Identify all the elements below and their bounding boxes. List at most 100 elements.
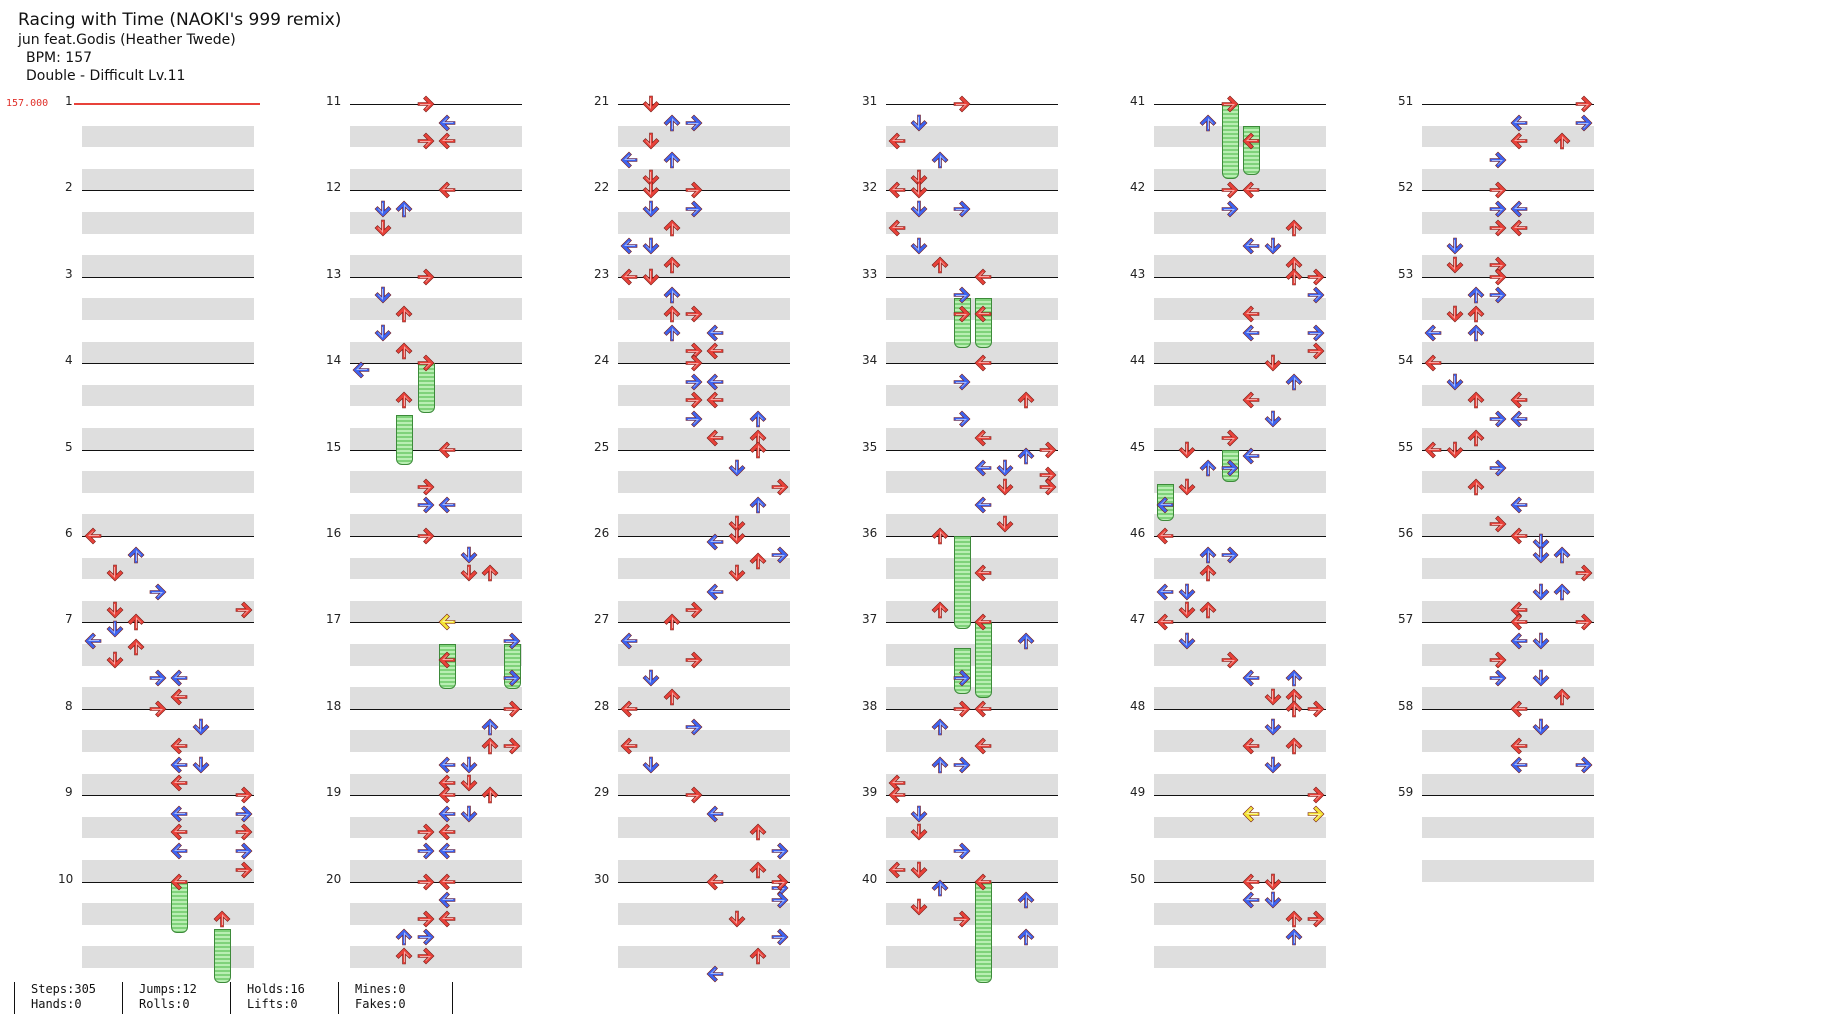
- measure-number: 13: [326, 266, 342, 281]
- measure-line: [886, 363, 1058, 365]
- step-arrow-u: [749, 496, 767, 514]
- measure-line: [1422, 708, 1594, 710]
- step-arrow-r: [771, 842, 788, 860]
- measure-line: [350, 449, 522, 451]
- beat-band: [886, 946, 1058, 968]
- step-arrow-l: [974, 700, 992, 718]
- step-arrow-u: [1285, 700, 1303, 718]
- stat-lifts: Lifts:0: [247, 997, 298, 1011]
- step-arrow-r: [953, 910, 970, 928]
- beat-band: [1422, 514, 1594, 536]
- measure-line: [618, 795, 790, 797]
- beat-band: [618, 903, 790, 925]
- beat-band: [618, 514, 790, 536]
- measure-number: 6: [65, 526, 73, 540]
- step-arrow-d: [1532, 583, 1549, 601]
- step-arrow-u: [481, 786, 499, 804]
- measure-number: 58: [1398, 698, 1414, 713]
- step-arrow-l: [1242, 891, 1260, 909]
- measure-line: [350, 276, 522, 278]
- step-arrow-r: [235, 786, 252, 804]
- song-bpm: BPM: 157: [26, 50, 93, 66]
- beat-band: [618, 816, 790, 839]
- beat-band: [1422, 298, 1594, 320]
- step-arrow-l: [438, 823, 456, 841]
- step-arrow-l: [1510, 496, 1528, 514]
- step-arrow-u: [749, 823, 767, 841]
- step-arrow-r: [1489, 669, 1506, 687]
- step-arrow-r: [953, 700, 970, 718]
- step-arrow-u: [395, 200, 413, 218]
- step-arrow-l: [1510, 737, 1528, 755]
- measure-line: [350, 190, 522, 192]
- measure-line: [886, 708, 1058, 710]
- beat-band: [618, 298, 790, 320]
- measure-number: 50: [1130, 871, 1146, 886]
- step-arrow-u: [663, 305, 681, 323]
- step-arrow-u: [395, 391, 413, 409]
- song-header: Racing with Time (NAOKI's 999 remix) jun…: [0, 0, 600, 90]
- song-artist: jun feat.Godis (Heather Twede): [18, 32, 236, 48]
- beat-band: [1422, 773, 1594, 796]
- beat-band: [82, 773, 254, 796]
- step-arrow-r: [1489, 151, 1506, 169]
- step-arrow-d: [374, 219, 391, 236]
- measure-line: [618, 536, 790, 537]
- step-arrow-u: [1285, 910, 1303, 928]
- measure-line: [886, 190, 1058, 192]
- step-arrow-l: [1156, 527, 1174, 545]
- measure-number: 43: [1130, 266, 1146, 281]
- step-arrow-d: [1446, 441, 1463, 459]
- step-arrow-d: [642, 132, 659, 150]
- beat-band: [886, 471, 1058, 493]
- beat-band: [350, 860, 522, 882]
- measure-number: 48: [1130, 698, 1146, 713]
- step-arrow-r: [1307, 805, 1324, 823]
- beat-band: [82, 903, 254, 925]
- step-arrow-l: [1242, 305, 1260, 323]
- step-arrow-r: [685, 114, 702, 131]
- measure-line: [1422, 449, 1594, 451]
- song-difficulty: Double - Difficult Lv.11: [26, 68, 186, 84]
- measure-number: 8: [65, 698, 73, 713]
- step-arrow-l: [888, 132, 906, 150]
- beat-band: [618, 687, 790, 709]
- beat-band: [350, 644, 522, 666]
- measure-number: 19: [326, 785, 342, 800]
- beat-band: [618, 384, 790, 407]
- step-arrow-r: [417, 928, 434, 946]
- measure-number: 3: [65, 266, 73, 281]
- step-arrow-r: [1307, 700, 1324, 718]
- step-arrow-d: [106, 564, 123, 582]
- step-arrow-d: [1532, 719, 1549, 736]
- beat-band: [886, 687, 1058, 709]
- step-arrow-r: [1489, 286, 1506, 304]
- step-arrow-u: [1017, 391, 1035, 409]
- measure-number: 31: [862, 94, 878, 108]
- step-arrow-r: [1307, 286, 1324, 304]
- measure-number: 34: [862, 353, 878, 368]
- measure-line: [1154, 708, 1326, 710]
- beat-band: [618, 946, 790, 968]
- step-arrow-r: [417, 842, 434, 860]
- beat-band: [82, 298, 254, 320]
- measure-line: [618, 708, 790, 710]
- step-arrow-u: [1199, 114, 1217, 131]
- measure-number: 49: [1130, 785, 1146, 800]
- measure-line: [886, 881, 1058, 883]
- step-arrow-d: [1264, 756, 1281, 773]
- measure-number: 16: [326, 526, 342, 540]
- step-arrow-u: [931, 256, 949, 274]
- step-arrow-r: [1575, 95, 1592, 113]
- stat-hands: Hands:0: [31, 997, 82, 1011]
- measure-line: [82, 536, 254, 537]
- step-arrow-d: [1532, 632, 1549, 650]
- step-arrow-r: [235, 842, 252, 860]
- measure-line: [1154, 622, 1326, 624]
- step-arrow-r: [417, 354, 434, 372]
- beat-band: [618, 557, 790, 580]
- step-arrow-u: [749, 861, 767, 878]
- stat-jumps: Jumps:12: [139, 982, 197, 996]
- step-arrow-l: [1242, 669, 1260, 687]
- stat-col-mines: Mines:0 Fakes:0: [338, 982, 446, 1014]
